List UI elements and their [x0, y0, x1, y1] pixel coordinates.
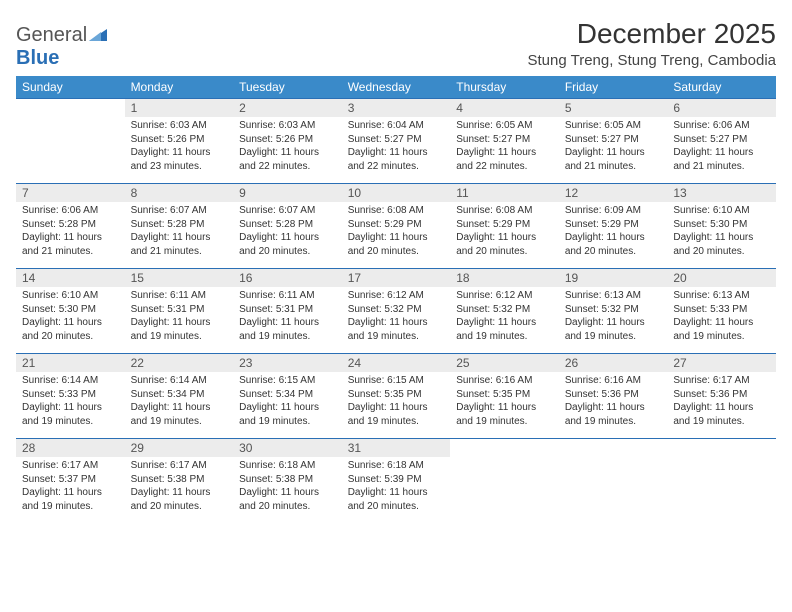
day-number-cell: 1 [125, 99, 234, 118]
day-number-cell: 16 [233, 269, 342, 288]
day-number-cell [450, 439, 559, 458]
day-number-cell: 27 [667, 354, 776, 373]
weekday-header-row: SundayMondayTuesdayWednesdayThursdayFrid… [16, 76, 776, 99]
day-number-cell: 15 [125, 269, 234, 288]
day-number-cell: 22 [125, 354, 234, 373]
day-body-cell: Sunrise: 6:17 AMSunset: 5:36 PMDaylight:… [667, 372, 776, 439]
day-body-row: Sunrise: 6:14 AMSunset: 5:33 PMDaylight:… [16, 372, 776, 439]
day-number-cell: 5 [559, 99, 668, 118]
day-number-cell: 23 [233, 354, 342, 373]
weekday-header: Saturday [667, 76, 776, 99]
day-number-cell: 25 [450, 354, 559, 373]
day-number-row: 14151617181920 [16, 269, 776, 288]
day-body-row: Sunrise: 6:10 AMSunset: 5:30 PMDaylight:… [16, 287, 776, 354]
day-body-cell: Sunrise: 6:18 AMSunset: 5:38 PMDaylight:… [233, 457, 342, 523]
location-subtitle: Stung Treng, Stung Treng, Cambodia [528, 52, 777, 69]
day-body-cell [450, 457, 559, 523]
day-body-cell: Sunrise: 6:12 AMSunset: 5:32 PMDaylight:… [450, 287, 559, 354]
day-body-cell: Sunrise: 6:11 AMSunset: 5:31 PMDaylight:… [233, 287, 342, 354]
day-number-cell: 24 [342, 354, 451, 373]
weekday-header: Friday [559, 76, 668, 99]
day-body-cell: Sunrise: 6:10 AMSunset: 5:30 PMDaylight:… [16, 287, 125, 354]
brand-name-2: Blue [16, 47, 59, 69]
day-body-cell [16, 117, 125, 184]
weekday-header: Monday [125, 76, 234, 99]
day-body-row: Sunrise: 6:06 AMSunset: 5:28 PMDaylight:… [16, 202, 776, 269]
day-body-cell: Sunrise: 6:09 AMSunset: 5:29 PMDaylight:… [559, 202, 668, 269]
day-body-cell: Sunrise: 6:03 AMSunset: 5:26 PMDaylight:… [125, 117, 234, 184]
day-number-cell: 19 [559, 269, 668, 288]
day-number-cell: 6 [667, 99, 776, 118]
day-number-cell: 8 [125, 184, 234, 203]
weekday-header: Wednesday [342, 76, 451, 99]
header: GeneralBlue December 2025 Stung Treng, S… [16, 18, 776, 70]
day-body-cell: Sunrise: 6:14 AMSunset: 5:33 PMDaylight:… [16, 372, 125, 439]
day-body-row: Sunrise: 6:17 AMSunset: 5:37 PMDaylight:… [16, 457, 776, 523]
day-number-cell [16, 99, 125, 118]
day-body-cell: Sunrise: 6:17 AMSunset: 5:37 PMDaylight:… [16, 457, 125, 523]
weekday-header: Sunday [16, 76, 125, 99]
day-number-cell: 10 [342, 184, 451, 203]
day-body-cell: Sunrise: 6:12 AMSunset: 5:32 PMDaylight:… [342, 287, 451, 354]
day-body-cell: Sunrise: 6:14 AMSunset: 5:34 PMDaylight:… [125, 372, 234, 439]
day-number-cell: 11 [450, 184, 559, 203]
day-body-cell [667, 457, 776, 523]
logo-triangle-icon [89, 24, 107, 47]
brand-logo: GeneralBlue [16, 18, 107, 70]
day-number-cell: 28 [16, 439, 125, 458]
day-number-row: 28293031 [16, 439, 776, 458]
day-body-cell: Sunrise: 6:04 AMSunset: 5:27 PMDaylight:… [342, 117, 451, 184]
day-body-cell: Sunrise: 6:06 AMSunset: 5:28 PMDaylight:… [16, 202, 125, 269]
day-body-cell: Sunrise: 6:07 AMSunset: 5:28 PMDaylight:… [233, 202, 342, 269]
day-number-cell: 26 [559, 354, 668, 373]
day-body-cell: Sunrise: 6:07 AMSunset: 5:28 PMDaylight:… [125, 202, 234, 269]
day-number-cell: 20 [667, 269, 776, 288]
day-body-cell: Sunrise: 6:15 AMSunset: 5:35 PMDaylight:… [342, 372, 451, 439]
day-number-cell: 7 [16, 184, 125, 203]
weekday-header: Tuesday [233, 76, 342, 99]
day-number-cell [559, 439, 668, 458]
day-number-cell [667, 439, 776, 458]
day-number-cell: 13 [667, 184, 776, 203]
day-number-cell: 17 [342, 269, 451, 288]
calendar-page: GeneralBlue December 2025 Stung Treng, S… [0, 0, 792, 523]
weekday-header: Thursday [450, 76, 559, 99]
day-number-cell: 21 [16, 354, 125, 373]
day-body-cell: Sunrise: 6:18 AMSunset: 5:39 PMDaylight:… [342, 457, 451, 523]
day-body-cell: Sunrise: 6:13 AMSunset: 5:32 PMDaylight:… [559, 287, 668, 354]
day-body-row: Sunrise: 6:03 AMSunset: 5:26 PMDaylight:… [16, 117, 776, 184]
page-title: December 2025 [528, 18, 777, 50]
day-number-row: 78910111213 [16, 184, 776, 203]
day-body-cell: Sunrise: 6:08 AMSunset: 5:29 PMDaylight:… [450, 202, 559, 269]
day-number-cell: 30 [233, 439, 342, 458]
day-number-row: 21222324252627 [16, 354, 776, 373]
day-number-cell: 9 [233, 184, 342, 203]
day-body-cell: Sunrise: 6:05 AMSunset: 5:27 PMDaylight:… [450, 117, 559, 184]
day-number-cell: 14 [16, 269, 125, 288]
day-body-cell: Sunrise: 6:15 AMSunset: 5:34 PMDaylight:… [233, 372, 342, 439]
day-body-cell: Sunrise: 6:17 AMSunset: 5:38 PMDaylight:… [125, 457, 234, 523]
day-number-cell: 29 [125, 439, 234, 458]
day-body-cell: Sunrise: 6:11 AMSunset: 5:31 PMDaylight:… [125, 287, 234, 354]
brand-name-1: General [16, 24, 87, 46]
day-number-row: 123456 [16, 99, 776, 118]
day-body-cell: Sunrise: 6:03 AMSunset: 5:26 PMDaylight:… [233, 117, 342, 184]
day-body-cell: Sunrise: 6:16 AMSunset: 5:36 PMDaylight:… [559, 372, 668, 439]
day-number-cell: 4 [450, 99, 559, 118]
day-body-cell: Sunrise: 6:13 AMSunset: 5:33 PMDaylight:… [667, 287, 776, 354]
day-body-cell [559, 457, 668, 523]
day-number-cell: 31 [342, 439, 451, 458]
day-body-cell: Sunrise: 6:10 AMSunset: 5:30 PMDaylight:… [667, 202, 776, 269]
calendar-table: SundayMondayTuesdayWednesdayThursdayFrid… [16, 76, 776, 523]
day-body-cell: Sunrise: 6:08 AMSunset: 5:29 PMDaylight:… [342, 202, 451, 269]
day-number-cell: 2 [233, 99, 342, 118]
day-body-cell: Sunrise: 6:05 AMSunset: 5:27 PMDaylight:… [559, 117, 668, 184]
day-body-cell: Sunrise: 6:16 AMSunset: 5:35 PMDaylight:… [450, 372, 559, 439]
title-block: December 2025 Stung Treng, Stung Treng, … [528, 18, 777, 69]
day-number-cell: 3 [342, 99, 451, 118]
day-number-cell: 18 [450, 269, 559, 288]
day-body-cell: Sunrise: 6:06 AMSunset: 5:27 PMDaylight:… [667, 117, 776, 184]
day-number-cell: 12 [559, 184, 668, 203]
brand-name: GeneralBlue [16, 24, 107, 70]
